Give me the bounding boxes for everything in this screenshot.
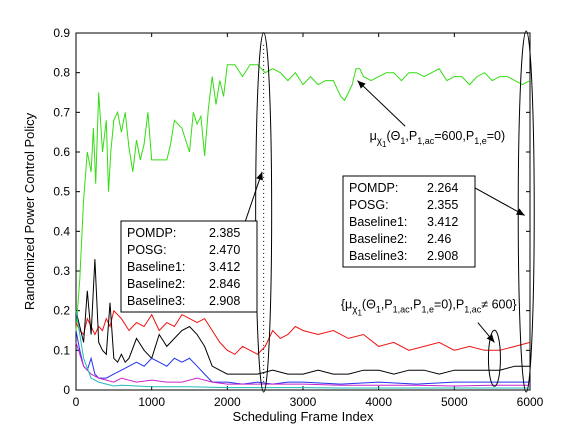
result-value: 3.412 [209,260,240,274]
y-tick-label: 0.2 [53,304,70,318]
series-line-1 [75,64,531,331]
y-axis-label: Randomized Power Control Policy [22,112,37,310]
result-name: Baseline2: [349,232,407,246]
series-line-4 [75,330,530,385]
label-part: μ [370,129,377,143]
series-line-3 [75,259,530,375]
annotation-group: μχ1(Θ1,P1,ac=600,P1,e=0){μχ1(Θ1,P1,ac,P1… [120,30,535,393]
result-box-left: POMDP: 2.385 POSG: 2.470 Baseline1: 3.412 Base… [120,220,258,313]
y-tick-label: 0.8 [53,66,70,80]
result-value: 2.264 [427,181,458,195]
result-value: 2.846 [209,277,240,291]
y-tick-label: 0.9 [53,26,70,40]
label-part: χ [352,305,358,316]
label-part: (Θ [362,298,376,312]
result-name: POSG: [127,243,167,257]
result-box-frame [120,220,258,313]
x-tick-label: 6000 [517,395,544,409]
x-axis-label: Scheduling Frame Index [233,409,374,424]
arrow-head [486,334,495,343]
result-value: 2.46 [427,232,451,246]
arrow-green [357,80,406,127]
label-part: =0),P [434,298,464,312]
y-tick-label: 0.1 [53,343,70,357]
result-value: 2.908 [427,249,458,263]
label-part: 1,e [474,136,487,146]
label-part: 1 [357,309,362,318]
result-name: Baseline1: [127,260,185,274]
green-series-label: μχ1(Θ1,P1,ac=600,P1,e=0) [370,129,506,149]
series-line-5 [75,342,530,387]
arrow-head [357,80,366,89]
x-tick-label: 0 [73,395,80,409]
label-part: 1,ac [464,305,482,315]
result-name: POMDP: [127,226,176,240]
label-part: χ [377,136,383,147]
other-series-label: {μχ1(Θ1,P1,ac,P1,e=0),P1,ac≠ 600} [341,298,517,318]
label-part: ≠ 600} [481,298,516,312]
label-part: ,P [405,129,417,143]
label-part: ,P [410,298,422,312]
arrow-shaft [357,80,406,127]
result-value: 3.412 [427,215,458,229]
y-tick-label: 0.5 [53,185,70,199]
label-part: (Θ [386,129,400,143]
result-name: Baseline1: [349,215,407,229]
y-tick-label: 0.6 [53,145,70,159]
result-name: Baseline3: [127,294,185,308]
label-part: 1,ac [393,305,411,315]
result-value: 2.355 [427,198,458,212]
label-part: 1 [400,136,405,146]
y-tick-label: 0.4 [53,224,70,238]
label-part: 1,e [421,305,434,315]
ellipse-mid [255,32,273,393]
label-part: {μ [341,298,352,312]
series-line-6 [75,310,530,389]
label-part: ,P [381,298,393,312]
label-part: =600,P [434,129,474,143]
x-tick-label: 2000 [214,395,241,409]
result-value: 2.385 [209,226,240,240]
label-part: =0) [487,129,505,143]
label-part: 1 [382,140,387,149]
result-name: POMDP: [349,181,398,195]
y-tick-label: 0 [63,383,70,397]
label-part: 1,ac [417,136,435,146]
x-tick-label: 5000 [441,395,468,409]
x-tick-label: 1000 [138,395,165,409]
result-name: POSG: [349,198,389,212]
result-name: Baseline3: [349,249,407,263]
x-tick-label: 3000 [290,395,317,409]
y-tick-label: 0.7 [53,105,70,119]
y-tick-label: 0.3 [53,264,70,278]
result-box-right: POMDP: 2.264 POSG: 2.355 Baseline1: 3.412 Base… [342,175,476,268]
arrow-others [477,322,495,343]
arrow-head [516,208,525,216]
arrow-head [256,171,263,181]
result-value: 2.908 [209,294,240,308]
x-tick-label: 4000 [365,395,392,409]
label-part: 1 [376,305,381,315]
result-value: 2.470 [209,243,240,257]
result-name: Baseline2: [127,277,185,291]
result-box-frame [342,175,476,268]
ellipse-others [487,329,501,387]
series-group [75,64,531,389]
